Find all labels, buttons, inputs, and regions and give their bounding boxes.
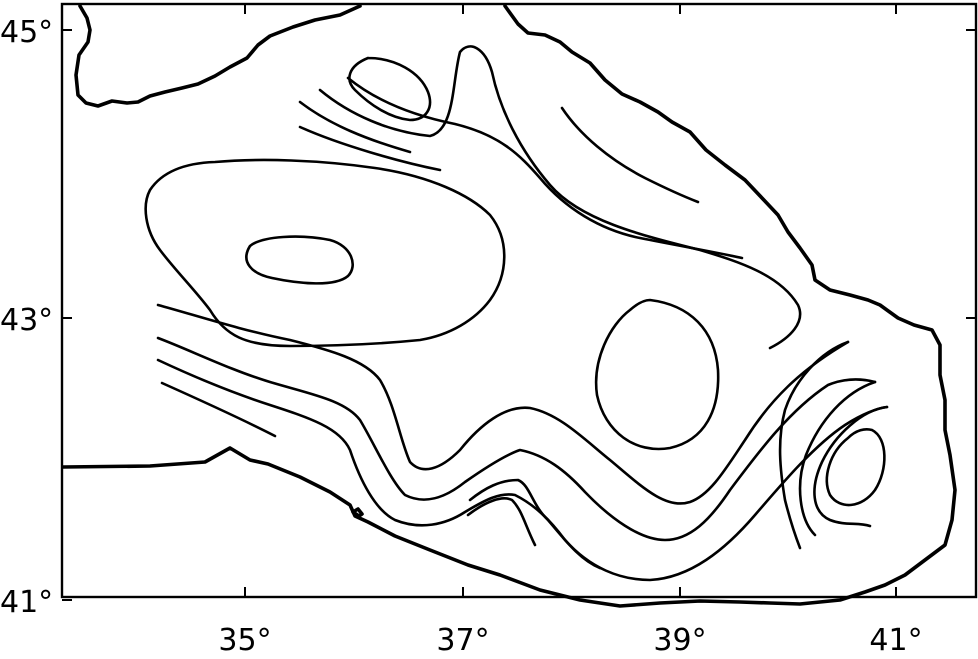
latitude-ticks [62,29,976,601]
contour-north-flow-4 [298,100,412,154]
coastal-islet [351,507,364,518]
contour-south-meander-4 [160,381,277,438]
contour-north-eddy [348,56,432,122]
contour-east-eddy-outer [798,380,877,537]
contour-lines [144,45,889,582]
lon-label-41: 41° [869,623,922,658]
lon-label-39: 39° [653,623,706,658]
contour-north-flow-5 [298,125,442,172]
contour-south-meander-3 [156,358,889,582]
contour-east-arc [778,340,850,550]
lat-label-43: 43° [0,303,53,338]
contour-west-eddy-inner [245,235,354,285]
map-frame [60,2,978,599]
contour-central-eddy [594,298,720,451]
contour-east-eddy-middle [813,405,889,528]
contour-south-meander-6 [466,497,537,547]
longitude-ticks [244,4,897,597]
lat-label-41: 41° [0,585,53,620]
lon-label-35: 35° [218,623,271,658]
lat-label-45: 45° [0,15,53,50]
contour-north-flow-1 [560,106,700,204]
contour-north-flow-3 [318,45,802,350]
lon-label-37: 37° [436,623,489,658]
contour-north-flow-2 [346,76,744,260]
coastline [61,4,957,608]
contour-south-meander-2 [156,336,877,542]
contour-west-eddy-outer [144,158,506,348]
contour-south-meander-1 [156,303,850,505]
contour-south-meander-5 [468,478,602,570]
contour-east-eddy-inner [825,427,886,507]
